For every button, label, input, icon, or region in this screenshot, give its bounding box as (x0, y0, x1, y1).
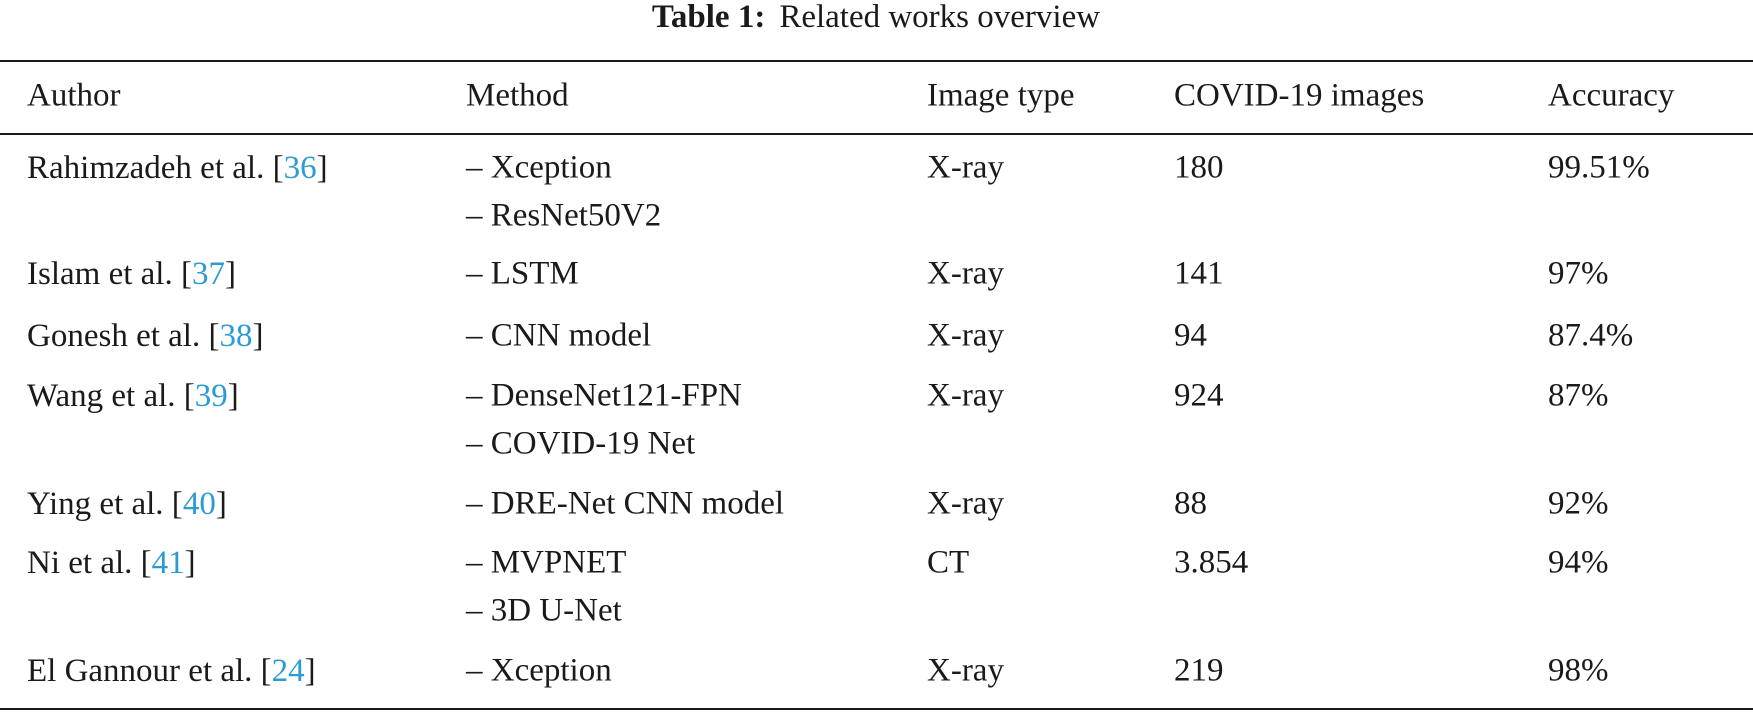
method-item: – 3D U-Net (465, 593, 622, 629)
accuracy-cell: 92% (1548, 486, 1609, 522)
images-cell: 94 (1174, 318, 1207, 354)
author-cell: Rahimzadeh et al. [36] (27, 150, 328, 186)
image-type-cell: X-ray (927, 378, 1004, 414)
accuracy-cell: 97% (1548, 256, 1609, 292)
image-type-cell: X-ray (927, 653, 1004, 689)
author-text: Rahimzadeh et al. [ (27, 150, 284, 186)
method-item: – DRE-Net CNN model (465, 486, 784, 522)
header-cell: Method (466, 78, 569, 114)
method-item: – DenseNet121-FPN (465, 378, 742, 414)
author-cell: El Gannour et al. [24] (27, 653, 316, 689)
reference-link[interactable]: 24 (272, 653, 305, 689)
author-text: ] (228, 378, 239, 414)
method-item: – COVID-19 Net (465, 426, 695, 462)
method-item: – ResNet50V2 (465, 198, 661, 234)
author-text: Gonesh et al. [ (27, 318, 219, 354)
author-text: ] (225, 256, 236, 292)
header-cell: Image type (927, 78, 1075, 114)
header-cell: COVID-19 images (1174, 78, 1424, 114)
author-text: Islam et al. [ (27, 256, 192, 292)
method-item: – Xception (465, 653, 612, 689)
accuracy-cell: 94% (1548, 545, 1609, 581)
images-cell: 88 (1174, 486, 1207, 522)
author-text: ] (252, 318, 263, 354)
author-text: ] (216, 486, 227, 522)
author-text: Ni et al. [ (27, 545, 152, 581)
author-text: Wang et al. [ (27, 378, 195, 414)
method-item: – LSTM (465, 256, 579, 292)
accuracy-cell: 87.4% (1548, 318, 1633, 354)
image-type-cell: X-ray (927, 486, 1004, 522)
author-text: ] (185, 545, 196, 581)
author-cell: Wang et al. [39] (27, 378, 239, 414)
method-item: – Xception (465, 150, 612, 186)
method-item: – CNN model (465, 318, 651, 354)
author-cell: Gonesh et al. [38] (27, 318, 263, 354)
table-title: Table 1: Related works overview (652, 0, 1100, 35)
author-text: ] (305, 653, 316, 689)
reference-link[interactable]: 40 (183, 486, 216, 522)
author-text: ] (317, 150, 328, 186)
title-label: Table 1: (652, 0, 765, 35)
method-item: – MVPNET (465, 545, 626, 581)
reference-link[interactable]: 39 (195, 378, 228, 414)
author-cell: Ni et al. [41] (27, 545, 196, 581)
image-type-cell: X-ray (927, 256, 1004, 292)
reference-link[interactable]: 41 (152, 545, 185, 581)
images-cell: 924 (1174, 378, 1224, 414)
images-cell: 141 (1174, 256, 1224, 292)
author-cell: Ying et al. [40] (27, 486, 227, 522)
reference-link[interactable]: 36 (284, 150, 317, 186)
author-text: Ying et al. [ (27, 486, 183, 522)
header-cell: Author (27, 78, 121, 114)
header-cell: Accuracy (1548, 78, 1675, 114)
reference-link[interactable]: 38 (219, 318, 252, 354)
accuracy-cell: 87% (1548, 378, 1609, 414)
author-text: El Gannour et al. [ (27, 653, 272, 689)
images-cell: 219 (1174, 653, 1224, 689)
image-type-cell: CT (927, 545, 969, 581)
title-text: Related works overview (779, 0, 1100, 35)
images-cell: 3.854 (1174, 545, 1248, 581)
author-cell: Islam et al. [37] (27, 256, 236, 292)
accuracy-cell: 98% (1548, 653, 1609, 689)
image-type-cell: X-ray (927, 150, 1004, 186)
accuracy-cell: 99.51% (1548, 150, 1650, 186)
reference-link[interactable]: 37 (192, 256, 225, 292)
image-type-cell: X-ray (927, 318, 1004, 354)
images-cell: 180 (1174, 150, 1224, 186)
